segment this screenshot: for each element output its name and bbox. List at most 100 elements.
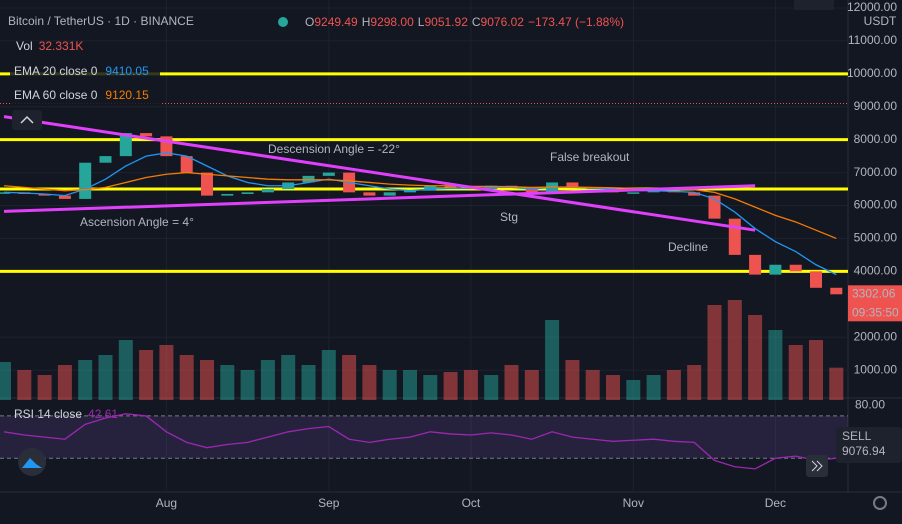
volume-bar	[78, 360, 93, 400]
volume-bar	[809, 340, 823, 400]
sell-button[interactable]	[836, 427, 902, 463]
y-tick-label: 4000.00	[854, 264, 898, 278]
volume-bar	[585, 370, 600, 400]
annotation: Decline	[668, 240, 708, 254]
volume-value: 32.331K	[39, 39, 84, 53]
volume-bar	[626, 380, 641, 400]
volume-bar	[200, 360, 214, 400]
annotation: False breakout	[550, 150, 630, 164]
trendline	[3, 115, 756, 232]
rsi-band	[0, 415, 848, 459]
ema-legend: EMA 60 close 0 9120.15	[14, 88, 149, 102]
x-tick-label: Aug	[156, 496, 177, 510]
candle	[322, 172, 335, 176]
volume-bar	[301, 365, 316, 400]
volume-bar	[423, 375, 438, 400]
candle	[261, 189, 274, 193]
volume-bar	[362, 365, 377, 400]
ohlc-value: 9249.49	[314, 15, 358, 29]
candle	[810, 271, 822, 288]
status-dot	[278, 17, 288, 27]
rsi-name: RSI 14 close	[14, 407, 82, 421]
x-tick-label: Oct	[462, 496, 481, 510]
volume-bar	[463, 370, 478, 400]
volume-bar	[545, 320, 560, 400]
rsi-value: 42.61	[88, 407, 118, 421]
ohlc-value: 9076.02	[481, 15, 525, 29]
x-tick-label: Sep	[318, 496, 340, 510]
volume-bar	[220, 365, 235, 400]
volume-bar	[179, 355, 194, 400]
candle	[769, 264, 782, 275]
volume-bar	[98, 355, 113, 400]
legend-box	[10, 87, 160, 105]
x-tick-label: Dec	[765, 496, 786, 510]
y-tick-label: 9000.00	[854, 99, 898, 113]
candle	[99, 156, 112, 163]
candle	[688, 192, 701, 196]
volume-bar	[484, 375, 499, 400]
ema-line	[3, 152, 837, 276]
ohlc-key: L	[418, 15, 425, 29]
y-tick-label: 1000.00	[854, 362, 898, 376]
candle	[627, 192, 640, 194]
candle	[221, 193, 234, 196]
y-tick-label: 11000.00	[848, 33, 897, 47]
y-unit: USDT	[864, 14, 897, 28]
candle	[830, 287, 843, 295]
volume-bar	[403, 370, 417, 400]
rsi-tick-label: 80.00	[855, 398, 885, 412]
settings-icon[interactable]	[873, 496, 887, 510]
rsi-legend: RSI 14 close 42.61	[14, 407, 118, 421]
collapse-button[interactable]	[12, 110, 42, 130]
volume-bar	[57, 365, 72, 400]
volume-label: Vol	[16, 39, 33, 53]
ohlc-value: 9298.00	[370, 15, 414, 29]
candle	[749, 254, 762, 275]
volume-bar	[666, 370, 681, 400]
volume-bar	[382, 370, 397, 400]
annotation: Ascension Angle = 4°	[80, 215, 194, 229]
y-tick-label: 10000.00	[847, 66, 897, 80]
candle	[79, 162, 92, 199]
annotation: Descension Angle = -22°	[268, 142, 400, 156]
rsi-line	[3, 413, 837, 470]
countdown: 09:35:50	[852, 305, 899, 319]
volume-bar	[159, 345, 174, 400]
ohlc-key: H	[362, 15, 371, 29]
candle	[566, 182, 579, 188]
candle	[180, 156, 193, 173]
ohlc-key: C	[472, 15, 481, 29]
candle	[525, 187, 538, 193]
volume-bar	[504, 365, 519, 400]
volume-bar	[139, 350, 154, 400]
y-tick-label: 2000.00	[854, 329, 898, 343]
volume-bar	[17, 370, 32, 400]
candle	[444, 185, 457, 188]
volume-bar	[687, 365, 702, 400]
volume-bar	[118, 340, 133, 400]
volume-bar	[0, 362, 11, 400]
volume-bar	[443, 372, 458, 400]
candle	[302, 175, 315, 183]
top-button[interactable]	[794, 0, 834, 10]
candle	[58, 195, 71, 199]
volume-bar	[788, 345, 803, 400]
y-tick-label: 5000.00	[854, 231, 898, 245]
sell-label: SELL	[842, 429, 872, 443]
legend-box	[10, 63, 160, 81]
volume-bar	[565, 360, 580, 400]
volume-bar	[342, 355, 357, 400]
ohlc-key: O	[305, 15, 314, 29]
y-tick-label: 6000.00	[854, 198, 898, 212]
volume-bar	[646, 375, 661, 400]
volume-bar	[281, 355, 296, 400]
trendline	[3, 184, 756, 213]
logo-icon	[22, 458, 42, 468]
volume-bar	[727, 300, 742, 400]
candle	[424, 185, 437, 191]
volume-bar	[260, 360, 275, 400]
scroll-icon	[811, 460, 823, 472]
